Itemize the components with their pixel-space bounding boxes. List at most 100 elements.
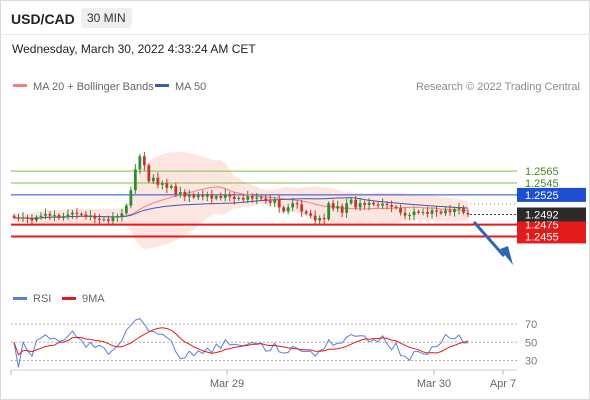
candle	[282, 205, 286, 214]
candle-body	[169, 186, 173, 188]
forecast-arrow-icon	[472, 221, 513, 265]
candle	[408, 212, 411, 221]
support-level-label: 1.2475	[525, 220, 559, 232]
candle-body	[444, 210, 447, 214]
candle-body	[336, 206, 340, 209]
candle	[327, 201, 331, 222]
candle-body	[273, 199, 277, 203]
candle-body	[124, 205, 128, 214]
candle-body	[26, 217, 29, 219]
candle-body	[183, 191, 187, 197]
chart-header: USD/CAD 30 MIN	[0, 0, 590, 38]
candle	[390, 200, 393, 213]
candle-body	[277, 199, 281, 208]
candle-body	[89, 215, 92, 217]
candle-body	[39, 215, 43, 217]
rsi-ma-line	[13, 327, 469, 356]
candle	[444, 206, 447, 216]
candle	[358, 197, 362, 211]
candle	[120, 208, 124, 222]
candle-body	[232, 196, 236, 200]
rsi-tick-label: 50	[525, 337, 537, 349]
candle	[367, 198, 371, 211]
header-divider	[0, 34, 590, 35]
candle	[151, 174, 155, 184]
candle-body	[421, 212, 425, 214]
candle	[331, 199, 335, 212]
candle-body	[300, 204, 304, 212]
candle	[178, 186, 182, 198]
ma50-legend-label: MA 50	[175, 81, 206, 93]
candle-body	[318, 218, 322, 221]
candle-body	[223, 194, 227, 198]
candle-body	[331, 203, 335, 209]
candle	[75, 208, 79, 220]
candle	[62, 212, 65, 221]
timeframe-chip[interactable]: 30 MIN	[81, 8, 132, 28]
candle-body	[17, 217, 20, 219]
candle-body	[390, 205, 393, 207]
candle	[291, 197, 295, 211]
candle	[187, 189, 191, 203]
candle	[84, 210, 88, 220]
candle	[147, 163, 151, 184]
candle	[345, 198, 349, 219]
candle-body	[291, 203, 295, 208]
ma20-legend-swatch	[13, 84, 27, 87]
candle	[98, 214, 101, 226]
candle-body	[71, 212, 74, 215]
ma20-legend-label: MA 20 + Bollinger Bands	[33, 81, 154, 93]
candle-body	[358, 203, 362, 208]
bollinger-bands	[14, 152, 468, 249]
candle-body	[98, 218, 101, 220]
candle-body	[44, 213, 47, 216]
candle-body	[75, 212, 79, 214]
rsi-tick-label: 70	[525, 319, 537, 331]
candle	[322, 213, 326, 225]
candle-body	[66, 214, 70, 217]
candle	[318, 215, 322, 225]
candle	[183, 189, 187, 202]
candle-body	[295, 203, 299, 205]
candle	[430, 207, 434, 219]
candle-body	[466, 212, 470, 215]
candle-body	[394, 206, 398, 208]
candle	[30, 214, 34, 226]
candle	[412, 207, 416, 221]
rsi-tick-label: 30	[525, 355, 537, 367]
candle	[237, 196, 241, 201]
candle	[53, 210, 56, 222]
candle-body	[151, 177, 155, 182]
candle	[273, 196, 277, 208]
candle	[196, 191, 200, 200]
candle-body	[381, 203, 384, 206]
rsi-ma-legend-swatch	[62, 297, 76, 300]
candle	[264, 194, 268, 204]
candle-body	[35, 216, 38, 221]
candle-body	[80, 213, 83, 215]
candle-body	[120, 213, 124, 217]
candle	[12, 213, 16, 220]
ma50-legend-swatch	[155, 84, 169, 87]
candle-body	[196, 195, 200, 198]
candle-body	[201, 195, 205, 197]
candle-body	[453, 209, 456, 213]
pivot-level-label: 1.2525	[525, 190, 559, 202]
candle	[457, 202, 461, 215]
candle-body	[111, 217, 115, 222]
candle-body	[412, 211, 416, 216]
candle-body	[174, 186, 178, 195]
candle-body	[241, 197, 245, 200]
candle-body	[462, 207, 465, 213]
candle-body	[106, 219, 110, 222]
candle-body	[142, 156, 146, 166]
candle-body	[255, 197, 259, 199]
candle-body	[205, 194, 209, 197]
candle-body	[399, 207, 402, 213]
candle-body	[349, 199, 353, 204]
candle-body	[102, 219, 106, 221]
candle	[192, 192, 196, 200]
candle	[129, 186, 133, 209]
candle-body	[178, 191, 182, 195]
candle	[340, 203, 344, 218]
